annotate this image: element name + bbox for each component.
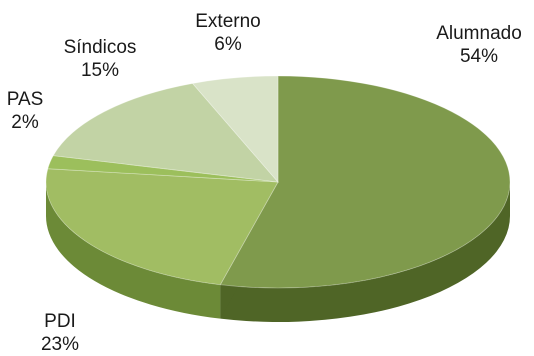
label-pdi-name: PDI [44,311,76,332]
pie-slice-externo [191,75,279,184]
label-externo: Externo 6% [180,10,276,56]
pie-slice-pas [47,155,279,183]
label-pas-value: 2% [11,112,39,133]
label-pas-name: PAS [6,89,44,110]
label-alumnado-value: 54% [459,46,499,67]
label-sindicos-name: Síndicos [63,37,137,58]
label-pdi: PDI 23% [25,310,95,356]
label-pdi-value: 23% [40,334,80,355]
pie-side-pdi [45,182,221,319]
pie-slices [45,75,511,289]
pie-slice-sindicos [52,83,279,183]
label-alumnado-name: Alumnado [436,23,522,44]
label-alumnado: Alumnado 54% [428,22,530,68]
label-sindicos-value: 15% [80,60,120,81]
label-externo-name: Externo [195,11,261,32]
pie-slice-alumnado [219,75,511,289]
label-pas: PAS 2% [2,88,48,134]
pie-side-alumnado [220,182,511,323]
label-sindicos: Síndicos 15% [52,36,148,82]
pie-slice-pdi [45,168,279,286]
label-externo-value: 6% [214,34,242,55]
